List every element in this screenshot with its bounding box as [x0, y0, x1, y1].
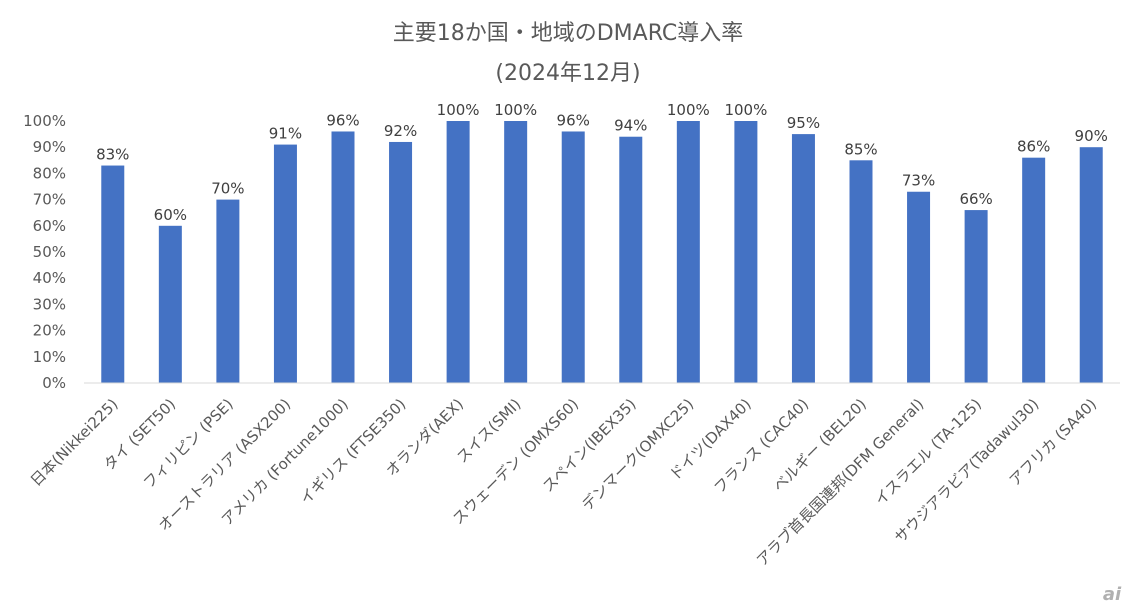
data-label: 85%	[844, 140, 877, 158]
bar	[504, 121, 528, 383]
y-tick-label: 50%	[33, 243, 66, 261]
bar	[964, 210, 988, 383]
bar	[676, 121, 700, 383]
data-label: 100%	[494, 101, 537, 119]
bar	[331, 131, 355, 383]
bar	[1079, 147, 1103, 383]
x-axis: 日本(Nikkei225)タイ (SET50)フィリピン (PSE)オーストラリ…	[27, 395, 1100, 569]
y-tick-label: 0%	[42, 374, 66, 392]
bar	[158, 225, 182, 383]
y-tick-label: 90%	[33, 138, 66, 156]
y-tick-label: 10%	[33, 348, 66, 366]
data-label: 86%	[1017, 138, 1050, 156]
bar	[907, 191, 931, 383]
x-tick-label: デンマーク(OMXC25)	[578, 395, 697, 514]
y-tick-label: 40%	[33, 269, 66, 287]
data-label: 96%	[326, 111, 359, 129]
data-label: 92%	[384, 122, 417, 140]
data-label: 90%	[1075, 127, 1108, 145]
bars: 83% 60% 70% 91% 96% 92% 100% 100% 96% 94% 100% 100%…	[96, 101, 1108, 383]
data-label: 94%	[614, 117, 647, 135]
bar	[791, 134, 815, 383]
data-label: 100%	[724, 101, 767, 119]
watermark-logo: ai	[1103, 584, 1122, 605]
bar	[273, 144, 297, 383]
chart-subtitle: (2024年12月)	[495, 61, 640, 86]
data-label: 83%	[96, 146, 129, 164]
bar	[101, 165, 125, 383]
y-axis: 0% 10% 20% 30% 40% 50% 60% 70% 80% 90% 100%	[23, 112, 66, 392]
data-label: 91%	[269, 125, 302, 143]
y-tick-label: 20%	[33, 322, 66, 340]
data-label: 96%	[557, 111, 590, 129]
bar	[849, 160, 873, 383]
x-tick-label: イスラエル (TA-125)	[871, 395, 985, 509]
data-label: 66%	[959, 190, 992, 208]
data-label: 100%	[667, 101, 710, 119]
bar	[216, 199, 240, 383]
y-tick-label: 80%	[33, 164, 66, 182]
data-label: 100%	[437, 101, 480, 119]
y-tick-label: 100%	[23, 112, 66, 130]
data-label: 95%	[787, 114, 820, 132]
data-label: 73%	[902, 172, 935, 190]
bar	[561, 131, 585, 383]
bar	[734, 121, 758, 383]
x-tick-label: イギリス (FTSE350)	[297, 395, 410, 508]
x-tick-label: 日本(Nikkei225)	[27, 395, 122, 490]
bar	[389, 141, 413, 383]
y-tick-label: 70%	[33, 191, 66, 209]
data-label: 60%	[154, 206, 187, 224]
bar	[1022, 157, 1046, 383]
chart-title: 主要18か国・地域のDMARC導入率	[393, 21, 744, 46]
bar	[446, 121, 470, 383]
bar	[619, 136, 643, 383]
data-label: 70%	[211, 180, 244, 198]
y-tick-label: 30%	[33, 295, 66, 313]
y-tick-label: 60%	[33, 217, 66, 235]
